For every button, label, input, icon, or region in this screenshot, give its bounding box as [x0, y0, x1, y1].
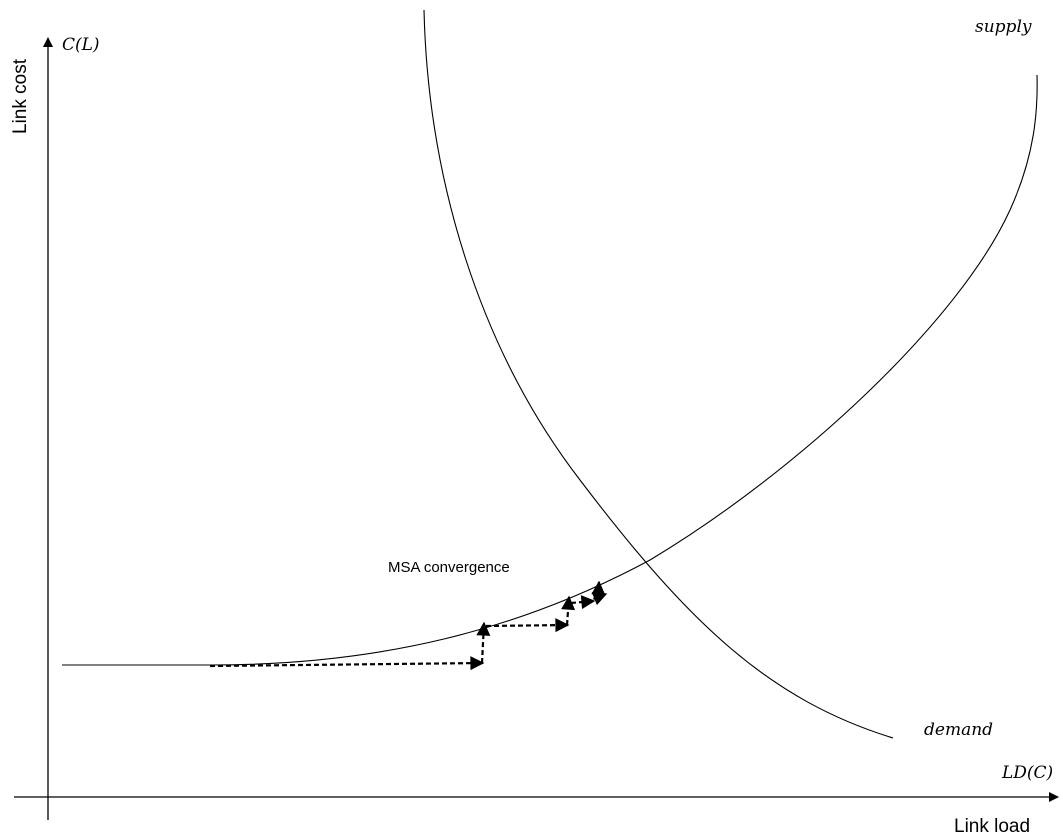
- supply-curve: [62, 74, 1038, 666]
- x-axis-symbol: LD(C): [1001, 763, 1053, 783]
- supply-label: supply: [975, 17, 1032, 37]
- demand-label: demand: [924, 720, 993, 740]
- msa-annotation: MSA convergence: [388, 559, 510, 576]
- y-axis-symbol: C(L): [62, 35, 100, 55]
- x-axis-title: Link load: [954, 816, 1030, 837]
- step-arrow-4: [561, 595, 576, 626]
- step-arrow-2: [476, 621, 491, 664]
- step-arrow-6: [585, 592, 608, 606]
- y-axis-title: Link cost: [10, 58, 31, 134]
- step-arrow-3: [485, 618, 570, 633]
- step-arrow-1: [209, 656, 485, 671]
- msa-steps: [209, 580, 608, 671]
- demand-curve: [423, 9, 894, 739]
- step-arrow-7: [591, 580, 606, 601]
